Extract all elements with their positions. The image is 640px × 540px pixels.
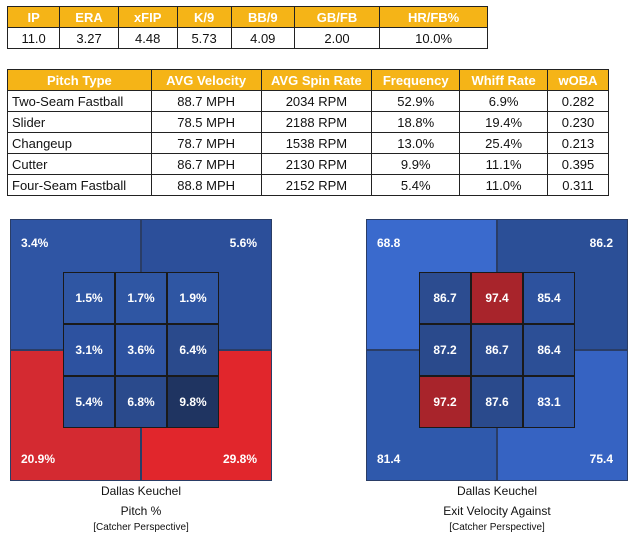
zone-left-outer-top-right-value: 5.6%	[229, 236, 257, 250]
zone-right-inner-cell-1: 86.7	[419, 272, 471, 324]
pitch-cell-frequency: 9.9%	[371, 153, 461, 175]
zone-left-inner-cell-7: 5.4%	[63, 376, 115, 428]
pitch-row: Changeup 78.7 MPH 1538 RPM 13.0% 25.4% 0.213	[7, 132, 609, 154]
pitch-cell-type: Four-Seam Fastball	[7, 174, 152, 196]
zone-right-inner-cell-9: 83.1	[523, 376, 575, 428]
zone-left-caption-name: Dallas Keuchel	[100, 484, 182, 498]
zone-right-inner-cell-2: 97.4	[471, 272, 523, 324]
stats-value-ip: 11.0	[6, 27, 61, 49]
stats-header-era: ERA	[59, 6, 119, 28]
stats-value-row: 11.0 3.27 4.48 5.73 4.09 2.00 10.0%	[6, 27, 488, 49]
zone-left-strike-zone: 1.5% 1.7% 1.9% 3.1% 3.6% 6.4% 5.4% 6.8% 9.8%	[63, 272, 219, 428]
pitch-cell-velocity: 88.7 MPH	[150, 90, 262, 112]
stats-header-row: IP ERA xFIP K/9 BB/9 GB/FB HR/FB%	[6, 6, 488, 28]
zone-left-inner-cell-4: 3.1%	[63, 324, 115, 376]
pitch-row: Slider 78.5 MPH 2188 RPM 18.8% 19.4% 0.230	[7, 111, 609, 133]
pitch-cell-whiff: 19.4%	[459, 111, 549, 133]
pitch-cell-frequency: 5.4%	[371, 174, 461, 196]
pitch-cell-woba: 0.395	[547, 153, 609, 175]
stats-header-k9: K/9	[176, 6, 232, 28]
pitch-cell-spin: 1538 RPM	[260, 132, 373, 154]
pitch-cell-spin: 2188 RPM	[260, 111, 373, 133]
stats-value-k9: 5.73	[176, 27, 232, 49]
pitch-cell-woba: 0.282	[547, 90, 609, 112]
pitch-cell-type: Cutter	[7, 153, 152, 175]
pitch-header-velocity: AVG Velocity	[150, 69, 262, 91]
pitch-cell-velocity: 78.7 MPH	[150, 132, 262, 154]
zone-right-inner-cell-8: 87.6	[471, 376, 523, 428]
zone-left-inner-cell-5: 3.6%	[115, 324, 167, 376]
stats-header-bb9: BB/9	[230, 6, 295, 28]
pitch-cell-velocity: 86.7 MPH	[150, 153, 262, 175]
stats-value-bb9: 4.09	[230, 27, 295, 49]
pitch-cell-woba: 0.213	[547, 132, 609, 154]
pitch-cell-type: Two-Seam Fastball	[7, 90, 152, 112]
zone-left-inner-cell-2: 1.7%	[115, 272, 167, 324]
zone-right-strike-zone: 86.7 97.4 85.4 87.2 86.7 86.4 97.2 87.6 83.1	[419, 272, 575, 428]
pitch-cell-type: Changeup	[7, 132, 152, 154]
stats-value-gbfb: 2.00	[293, 27, 381, 49]
pitch-cell-velocity: 88.8 MPH	[150, 174, 262, 196]
pitch-cell-velocity: 78.5 MPH	[150, 111, 262, 133]
zone-left-caption: Dallas Keuchel Pitch % [Catcher Perspect…	[10, 484, 272, 533]
stats-header-hrfb: HR/FB%	[379, 6, 488, 28]
stats-header-ip: IP	[6, 6, 61, 28]
zone-right-inner-cell-3: 85.4	[523, 272, 575, 324]
pitch-cell-spin: 2034 RPM	[260, 90, 373, 112]
zone-left-inner-cell-8: 6.8%	[115, 376, 167, 428]
pitch-percent-zone-chart: 3.4% 5.6% 20.9% 29.8% 1.5% 1.7% 1.9% 3.1% 3.…	[10, 219, 272, 481]
zone-right-outer-bottom-right-value: 75.4	[589, 452, 613, 466]
pitch-cell-frequency: 18.8%	[371, 111, 461, 133]
zone-right-inner-cell-6: 86.4	[523, 324, 575, 376]
pitch-arsenal-table: Pitch Type AVG Velocity AVG Spin Rate Fr…	[7, 69, 609, 196]
zone-right-caption: Dallas Keuchel Exit Velocity Against [Ca…	[366, 484, 628, 533]
pitch-cell-whiff: 11.0%	[459, 174, 549, 196]
pitch-header-row: Pitch Type AVG Velocity AVG Spin Rate Fr…	[7, 69, 609, 91]
zone-left-caption-note: [Catcher Perspective]	[93, 522, 189, 533]
zone-right-caption-note: [Catcher Perspective]	[449, 522, 545, 533]
stats-value-xfip: 4.48	[117, 27, 178, 49]
zone-right-outer-top-right-value: 86.2	[589, 236, 613, 250]
zone-left-inner-cell-3: 1.9%	[167, 272, 219, 324]
pitch-cell-spin: 2152 RPM	[260, 174, 373, 196]
stats-value-era: 3.27	[59, 27, 119, 49]
pitch-cell-whiff: 25.4%	[459, 132, 549, 154]
pitch-cell-whiff: 11.1%	[459, 153, 549, 175]
pitch-header-spin: AVG Spin Rate	[260, 69, 373, 91]
pitch-cell-woba: 0.230	[547, 111, 609, 133]
stats-header-gbfb: GB/FB	[293, 6, 381, 28]
zone-left-inner-cell-6: 6.4%	[167, 324, 219, 376]
zone-left-outer-bottom-left-value: 20.9%	[21, 452, 56, 466]
stats-header-xfip: xFIP	[117, 6, 178, 28]
pitch-header-whiff: Whiff Rate	[459, 69, 549, 91]
pitch-cell-spin: 2130 RPM	[260, 153, 373, 175]
stats-value-hrfb: 10.0%	[379, 27, 488, 49]
pitch-cell-frequency: 13.0%	[371, 132, 461, 154]
zone-left-outer-top-left-value: 3.4%	[21, 236, 49, 250]
pitch-cell-frequency: 52.9%	[371, 90, 461, 112]
pitch-header-woba: wOBA	[547, 69, 609, 91]
exit-velocity-zone-chart: 68.8 86.2 81.4 75.4 86.7 97.4 85.4 87.2 86.7…	[366, 219, 628, 481]
pitch-header-type: Pitch Type	[7, 69, 152, 91]
pitch-header-frequency: Frequency	[371, 69, 461, 91]
pitch-cell-type: Slider	[7, 111, 152, 133]
pitch-row: Two-Seam Fastball 88.7 MPH 2034 RPM 52.9% 6.…	[7, 90, 609, 112]
pitch-cell-woba: 0.311	[547, 174, 609, 196]
zone-right-inner-cell-5: 86.7	[471, 324, 523, 376]
zone-right-outer-bottom-left-value: 81.4	[377, 452, 401, 466]
zone-right-caption-metric: Exit Velocity Against	[443, 504, 551, 518]
season-stats-table: IP ERA xFIP K/9 BB/9 GB/FB HR/FB% 11.0 3…	[6, 6, 488, 49]
zone-left-caption-metric: Pitch %	[120, 504, 162, 518]
zone-right-outer-top-left-value: 68.8	[377, 236, 401, 250]
pitch-row: Four-Seam Fastball 88.8 MPH 2152 RPM 5.4% 11…	[7, 174, 609, 196]
pitch-row: Cutter 86.7 MPH 2130 RPM 9.9% 11.1% 0.395	[7, 153, 609, 175]
pitch-cell-whiff: 6.9%	[459, 90, 549, 112]
zone-left-outer-bottom-right-value: 29.8%	[222, 452, 257, 466]
zone-right-inner-cell-4: 87.2	[419, 324, 471, 376]
zone-right-inner-cell-7: 97.2	[419, 376, 471, 428]
zone-left-inner-cell-1: 1.5%	[63, 272, 115, 324]
zone-right-caption-name: Dallas Keuchel	[456, 484, 538, 498]
zone-left-inner-cell-9: 9.8%	[167, 376, 219, 428]
